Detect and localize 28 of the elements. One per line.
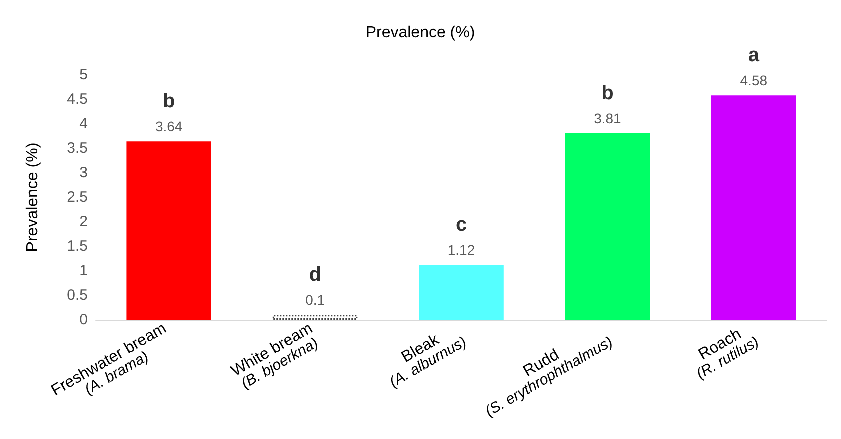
y-tick-label: 2 <box>80 214 88 230</box>
y-tick-label: 3.5 <box>67 140 88 157</box>
y-tick-label: 3 <box>80 164 88 182</box>
data-label: 0.1 <box>306 292 326 308</box>
y-axis-title: Prevalence (%) <box>24 142 42 252</box>
data-label: 1.12 <box>448 242 476 258</box>
annotation: d <box>309 264 322 286</box>
y-tick-label: 4 <box>80 116 88 132</box>
bar <box>126 142 212 320</box>
y-tick-label: 4.5 <box>67 91 88 108</box>
bar <box>419 265 504 320</box>
data-label: 3.81 <box>594 110 622 126</box>
y-tick-label: 5 <box>80 66 88 84</box>
y-tick-label: 0 <box>80 312 88 328</box>
annotation: b <box>602 82 614 104</box>
chart-title: Prevalence (%) <box>366 24 476 42</box>
y-tick-label: 1.5 <box>67 238 88 255</box>
y-tick-label: 1 <box>80 262 88 280</box>
bar <box>565 133 650 320</box>
y-tick-label: 0.5 <box>67 287 88 304</box>
bar <box>712 96 796 320</box>
annotation: c <box>456 214 468 236</box>
annotation: b <box>162 90 176 113</box>
data-label: 4.58 <box>740 72 768 89</box>
bar <box>272 315 358 320</box>
annotation: a <box>748 44 760 67</box>
y-tick-label: 2.5 <box>67 189 88 206</box>
data-label: 3.64 <box>155 118 183 135</box>
